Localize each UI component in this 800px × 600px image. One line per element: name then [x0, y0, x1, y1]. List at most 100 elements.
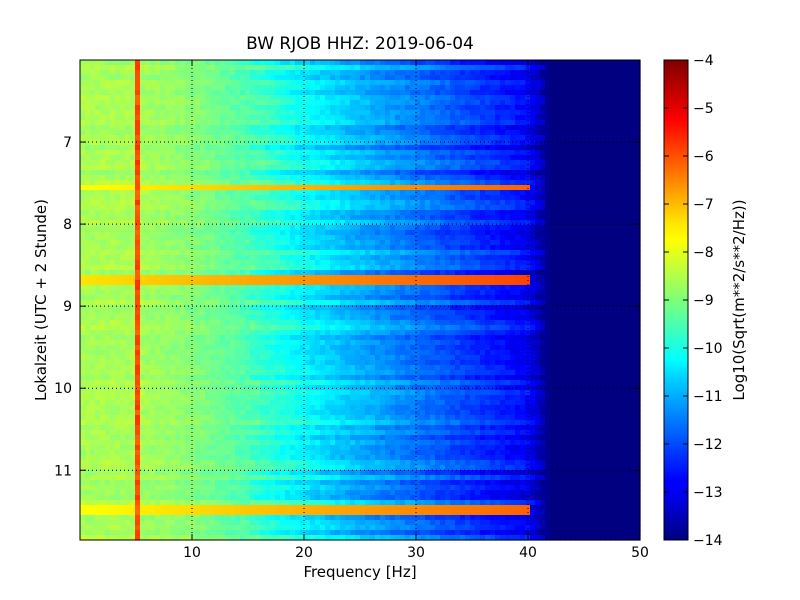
heatmap-cell	[230, 190, 236, 196]
heatmap-cell	[595, 100, 601, 106]
heatmap-cell	[180, 110, 186, 116]
heatmap-cell	[330, 170, 336, 176]
heatmap-cell	[255, 70, 261, 76]
heatmap-cell	[480, 115, 486, 121]
heatmap-cell	[320, 80, 326, 86]
heatmap-cell	[115, 225, 121, 231]
heatmap-cell	[290, 170, 296, 176]
heatmap-cell	[435, 190, 441, 196]
heatmap-cell	[170, 245, 176, 251]
heatmap-cell	[470, 80, 476, 86]
heatmap-cell	[240, 280, 246, 286]
heatmap-cell	[575, 170, 581, 176]
heatmap-cell	[290, 225, 296, 231]
heatmap-cell	[330, 80, 336, 86]
heatmap-cell	[365, 195, 371, 201]
heatmap-cell	[530, 90, 536, 96]
heatmap-cell	[595, 195, 601, 201]
heatmap-cell	[275, 225, 281, 231]
heatmap-cell	[480, 245, 486, 251]
heatmap-cell	[125, 240, 131, 246]
heatmap-cell	[380, 225, 386, 231]
heatmap-cell	[530, 125, 536, 131]
heatmap-cell	[395, 85, 401, 91]
heatmap-cell	[235, 235, 241, 241]
heatmap-cell	[220, 230, 226, 236]
heatmap-cell	[415, 265, 421, 271]
heatmap-cell	[350, 125, 356, 131]
heatmap-cell	[185, 220, 191, 226]
heatmap-cell	[540, 75, 546, 81]
heatmap-cell	[195, 100, 201, 106]
heatmap-cell	[85, 105, 91, 111]
heatmap-cell	[560, 105, 566, 111]
heatmap-cell	[100, 75, 106, 81]
heatmap-cell	[305, 185, 311, 191]
heatmap-cell	[230, 160, 236, 166]
heatmap-cell	[355, 70, 361, 76]
heatmap-cell	[350, 185, 356, 191]
heatmap-cell	[330, 110, 336, 116]
heatmap-cell	[160, 240, 166, 246]
heatmap-cell	[545, 180, 551, 186]
heatmap-cell	[240, 215, 246, 221]
heatmap-cell	[265, 70, 271, 76]
heatmap-cell	[635, 220, 641, 226]
heatmap-cell	[365, 165, 371, 171]
heatmap-cell	[575, 105, 581, 111]
heatmap-cell	[365, 85, 371, 91]
heatmap-cell	[105, 85, 111, 91]
heatmap-cell	[195, 255, 201, 261]
heatmap-cell	[490, 85, 496, 91]
heatmap-cell	[405, 205, 411, 211]
heatmap-cell	[585, 250, 591, 256]
heatmap-cell	[555, 90, 561, 96]
heatmap-cell	[125, 65, 131, 71]
heatmap-cell	[415, 210, 421, 216]
heatmap-cell	[150, 80, 156, 86]
heatmap-cell	[385, 265, 391, 271]
heatmap-cell	[435, 125, 441, 131]
heatmap-cell	[440, 240, 446, 246]
heatmap-cell	[450, 195, 456, 201]
heatmap-cell	[510, 145, 516, 151]
heatmap-cell	[310, 255, 316, 261]
heatmap-cell	[310, 100, 316, 106]
heatmap-cell	[95, 95, 101, 101]
heatmap-cell	[620, 180, 626, 186]
heatmap-cell	[195, 220, 201, 226]
heatmap-cell	[255, 145, 261, 151]
heatmap-cell	[230, 85, 236, 91]
heatmap-cell	[330, 85, 336, 91]
heatmap-cell	[245, 80, 251, 86]
heatmap-cell	[605, 195, 611, 201]
heatmap-cell	[95, 175, 101, 181]
heatmap-cell	[480, 230, 486, 236]
heatmap-cell	[520, 80, 526, 86]
heatmap-cell	[415, 215, 421, 221]
heatmap-cell	[130, 145, 136, 151]
heatmap-cell	[470, 150, 476, 156]
heatmap-cell	[325, 260, 331, 266]
heatmap-cell	[355, 80, 361, 86]
heatmap-cell	[440, 150, 446, 156]
heatmap-cell	[295, 275, 301, 281]
heatmap-cell	[470, 185, 476, 191]
heatmap-cell	[455, 120, 461, 126]
heatmap-cell	[455, 160, 461, 166]
heatmap-cell	[430, 80, 436, 86]
heatmap-cell	[630, 255, 636, 261]
heatmap-cell	[280, 115, 286, 121]
heatmap-cell	[405, 175, 411, 181]
heatmap-cell	[600, 150, 606, 156]
heatmap-cell	[575, 220, 581, 226]
heatmap-cell	[120, 170, 126, 176]
heatmap-cell	[410, 245, 416, 251]
heatmap-cell	[495, 170, 501, 176]
heatmap-cell	[145, 75, 151, 81]
heatmap-cell	[270, 115, 276, 121]
heatmap-cell	[495, 60, 501, 66]
heatmap-cell	[635, 180, 641, 186]
heatmap-cell	[440, 95, 446, 101]
heatmap-cell	[200, 105, 206, 111]
